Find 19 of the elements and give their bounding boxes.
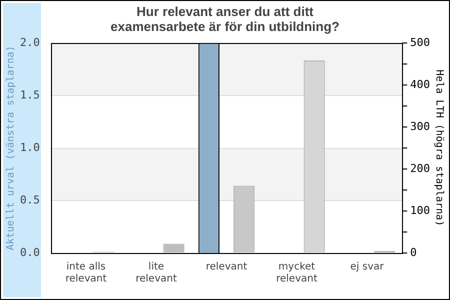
x-tick-label: relevant [206, 262, 248, 273]
y-tick-label: 0.5 [20, 193, 40, 206]
y2-tick-label: 300 [410, 120, 430, 133]
y2-tick-label: 200 [410, 162, 430, 175]
y2-tick-label: 500 [410, 36, 430, 49]
x-tick-label: inte alls relevant [65, 262, 107, 285]
y-tick-label: 0.0 [20, 246, 40, 259]
y-tick-label: 1.5 [20, 88, 40, 102]
x-tick-label: ej svar [350, 262, 385, 273]
y2-tick-label: 0 [410, 246, 417, 259]
chart-title: Hur relevant anser du att ditt examensarbete är för din utbildning? [110, 4, 340, 34]
y-tick-label: 1.0 [20, 140, 40, 154]
y2-axis-title: Hela LTH (högra staplarna) [433, 70, 444, 226]
x-tick-label: lite relevant [136, 262, 177, 285]
y2-tick-label: 100 [410, 204, 430, 217]
y2-tick-label: 400 [410, 78, 430, 91]
y-tick-label: 2.0 [20, 36, 40, 49]
y-axis-title: Aktuellt urval (vänstra staplarna) [6, 46, 17, 250]
x-tick-label: mycket relevant [276, 262, 318, 285]
